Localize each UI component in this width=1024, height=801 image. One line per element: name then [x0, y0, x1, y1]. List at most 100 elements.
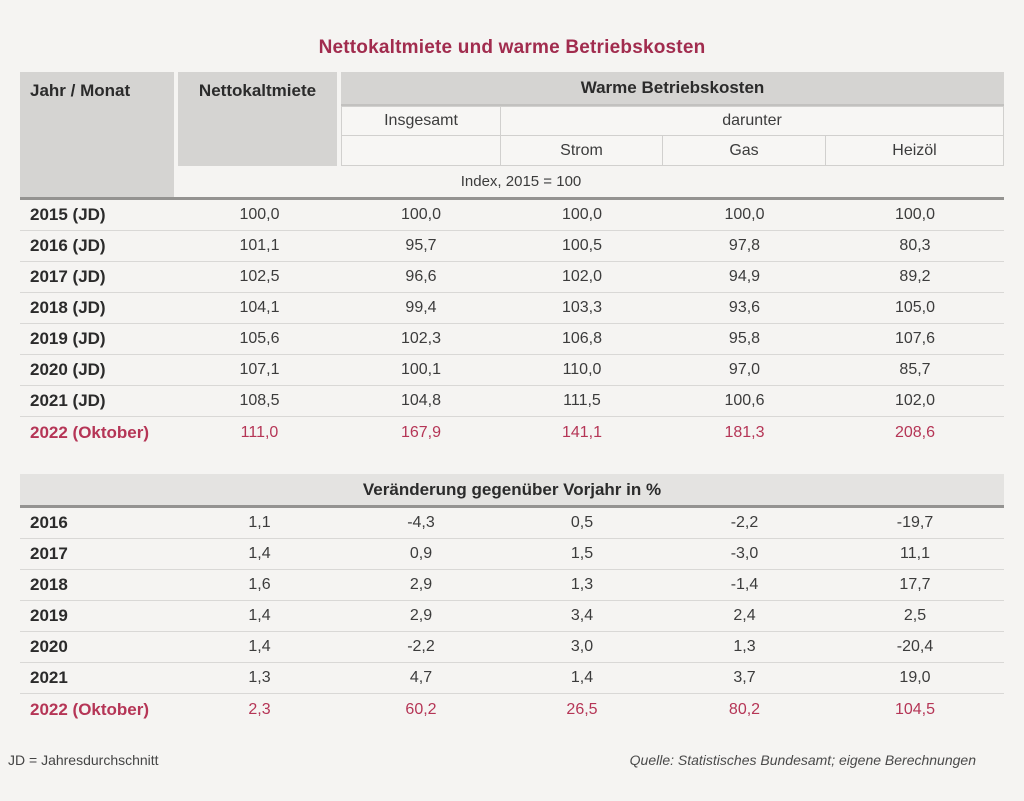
table-row: 2018 1,6 2,9 1,3 -1,4 17,7: [20, 570, 1004, 601]
cell-insgesamt: 104,8: [400, 392, 442, 409]
header-heizoel: Heizöl: [826, 136, 1004, 166]
cell-insgesamt: 102,3: [400, 330, 442, 347]
cell-gas: 93,6: [728, 299, 761, 316]
cell-gas: 80,2: [728, 700, 761, 718]
row-label: 2020: [30, 637, 68, 656]
cell-nettokaltmiete: 107,1: [239, 361, 280, 378]
cell-gas: 94,9: [728, 268, 761, 285]
row-label: 2016: [30, 513, 68, 532]
cell-insgesamt: 100,0: [400, 206, 442, 223]
cell-insgesamt: 100,1: [400, 361, 442, 378]
row-label: 2017 (JD): [30, 267, 106, 286]
cell-strom: 111,5: [563, 392, 601, 409]
cell-heizoel: 19,0: [899, 669, 931, 686]
cell-insgesamt: 96,6: [405, 268, 437, 285]
row-label: 2021: [30, 668, 68, 687]
cell-nettokaltmiete: 104,1: [239, 299, 280, 316]
cell-insgesamt: 4,7: [409, 669, 433, 686]
cell-nettokaltmiete: 101,1: [239, 237, 280, 254]
cell-heizoel: 2,5: [903, 607, 927, 624]
cell-insgesamt: 60,2: [405, 700, 437, 718]
cell-heizoel: 89,2: [899, 268, 931, 285]
cell-heizoel: 208,6: [894, 423, 936, 441]
footnote-bar: JD = Jahresdurchschnitt Quelle: Statisti…: [0, 752, 984, 768]
cell-heizoel: -19,7: [896, 514, 934, 531]
row-label: 2016 (JD): [30, 236, 106, 255]
page-title: Nettokaltmiete und warme Betriebskosten: [318, 37, 706, 58]
data-table: Jahr / Monat Nettokaltmiete Warme Betrie…: [20, 72, 1004, 725]
cell-strom: 1,5: [570, 545, 594, 562]
table-row: 2019 1,4 2,9 3,4 2,4 2,5: [20, 601, 1004, 632]
cell-nettokaltmiete: 100,0: [239, 206, 280, 223]
cell-insgesamt: -4,3: [407, 514, 435, 531]
cell-strom: 141,1: [561, 423, 603, 441]
cell-insgesamt: 2,9: [409, 607, 433, 624]
table-row: 2017 (JD) 102,5 96,6 102,0 94,9 89,2: [20, 262, 1004, 293]
cell-insgesamt: 167,9: [400, 423, 442, 441]
table-row: 2020 1,4 -2,2 3,0 1,3 -20,4: [20, 632, 1004, 663]
header-divider: [20, 197, 1004, 200]
cell-insgesamt: 95,7: [405, 237, 437, 254]
cell-nettokaltmiete: 105,6: [239, 330, 280, 347]
row-label: 2019: [30, 606, 68, 625]
cell-nettokaltmiete: 1,4: [248, 607, 271, 624]
cell-insgesamt: 99,4: [405, 299, 437, 316]
table-row: 2016 (JD) 101,1 95,7 100,5 97,8 80,3: [20, 231, 1004, 262]
source-note: Quelle: Statistisches Bundesamt; eigene …: [629, 752, 976, 768]
cell-strom: 103,3: [561, 299, 603, 316]
cell-heizoel: -20,4: [896, 638, 934, 655]
cell-gas: 100,6: [724, 392, 765, 409]
cell-heizoel: 107,6: [894, 330, 936, 347]
cell-strom: 3,4: [570, 607, 594, 624]
cell-heizoel: 100,0: [894, 206, 936, 223]
cell-nettokaltmiete: 1,6: [248, 576, 271, 593]
section-divider: [20, 505, 1004, 508]
row-label: 2019 (JD): [30, 329, 106, 348]
cell-strom: 1,4: [570, 669, 594, 686]
abbreviation-note: JD = Jahresdurchschnitt: [8, 752, 159, 768]
header-jahr-monat: Jahr / Monat: [20, 72, 178, 197]
cell-heizoel: 17,7: [899, 576, 931, 593]
header-index-note: Index, 2015 = 100: [178, 166, 1004, 197]
cell-gas: 97,0: [728, 361, 761, 378]
header-empty-cell: [341, 136, 501, 166]
cell-strom: 0,5: [570, 514, 594, 531]
cell-gas: -1,4: [730, 576, 759, 593]
row-label: 2017: [30, 544, 68, 563]
row-label: 2018: [30, 575, 68, 594]
table-row-highlight: 2022 (Oktober) 2,3 60,2 26,5 80,2 104,5: [20, 694, 1004, 725]
cell-nettokaltmiete: 111,0: [240, 423, 279, 441]
cell-nettokaltmiete: 1,3: [248, 669, 271, 686]
cell-gas: 181,3: [724, 423, 765, 441]
cell-nettokaltmiete: 102,5: [239, 268, 280, 285]
cell-heizoel: 104,5: [894, 700, 936, 718]
header-strom: Strom: [501, 136, 663, 166]
cell-gas: 97,8: [728, 237, 761, 254]
table-row: 2018 (JD) 104,1 99,4 103,3 93,6 105,0: [20, 293, 1004, 324]
cell-heizoel: 80,3: [899, 237, 931, 254]
cell-gas: -2,2: [730, 514, 759, 531]
cell-gas: 1,3: [733, 638, 756, 655]
cell-gas: 2,4: [733, 607, 756, 624]
table-row: 2019 (JD) 105,6 102,3 106,8 95,8 107,6: [20, 324, 1004, 355]
table-row: 2021 1,3 4,7 1,4 3,7 19,0: [20, 663, 1004, 694]
cell-nettokaltmiete: 1,4: [248, 545, 271, 562]
row-label: 2015 (JD): [30, 205, 106, 224]
cell-nettokaltmiete: 108,5: [239, 392, 280, 409]
cell-insgesamt: 2,9: [409, 576, 433, 593]
header-insgesamt: Insgesamt: [341, 106, 501, 136]
cell-nettokaltmiete: 1,1: [248, 514, 271, 531]
table-row-highlight: 2022 (Oktober) 111,0 167,9 141,1 181,3 2…: [20, 417, 1004, 448]
cell-gas: -3,0: [730, 545, 759, 562]
cell-gas: 100,0: [724, 206, 765, 223]
cell-nettokaltmiete: 2,3: [248, 700, 271, 718]
cell-insgesamt: -2,2: [407, 638, 435, 655]
table-row: 2021 (JD) 108,5 104,8 111,5 100,6 102,0: [20, 386, 1004, 417]
cell-insgesamt: 0,9: [409, 545, 433, 562]
header-gas: Gas: [663, 136, 826, 166]
header-nettokaltmiete: Nettokaltmiete: [178, 72, 341, 166]
cell-gas: 3,7: [733, 669, 756, 686]
row-label: 2020 (JD): [30, 360, 106, 379]
cell-strom: 100,0: [561, 206, 603, 223]
table-row: 2020 (JD) 107,1 100,1 110,0 97,0 85,7: [20, 355, 1004, 386]
